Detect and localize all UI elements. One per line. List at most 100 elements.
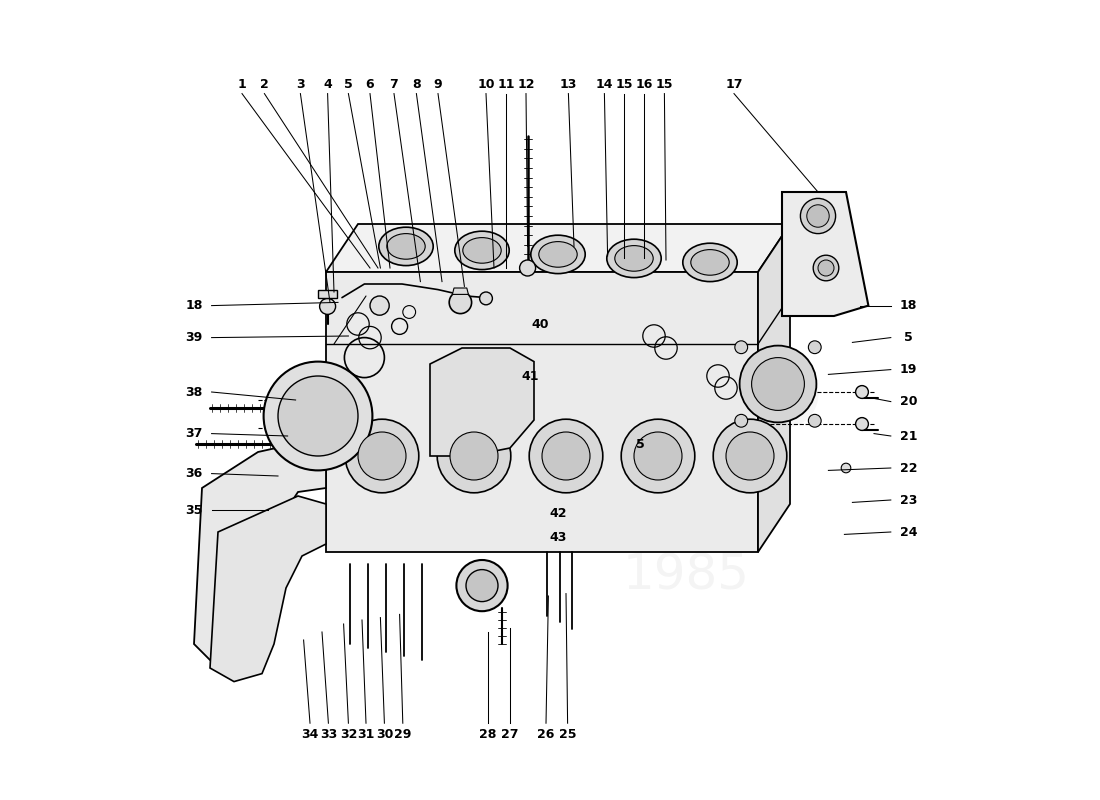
Text: 23: 23 <box>900 494 917 506</box>
Text: 6: 6 <box>365 78 374 90</box>
Text: 34: 34 <box>301 728 319 741</box>
Ellipse shape <box>607 239 661 278</box>
Text: 16: 16 <box>636 78 653 90</box>
Circle shape <box>726 432 774 480</box>
Text: 18: 18 <box>900 299 917 312</box>
Text: 11: 11 <box>497 78 515 90</box>
Ellipse shape <box>387 234 426 259</box>
Text: 2: 2 <box>260 78 268 90</box>
Circle shape <box>358 432 406 480</box>
Circle shape <box>529 419 603 493</box>
Text: 15: 15 <box>656 78 673 90</box>
Circle shape <box>808 341 822 354</box>
Text: 22: 22 <box>900 462 917 474</box>
Ellipse shape <box>615 246 653 271</box>
Text: 15: 15 <box>616 78 634 90</box>
Polygon shape <box>758 224 790 552</box>
Text: 21: 21 <box>900 430 917 442</box>
Text: 38: 38 <box>186 386 202 398</box>
Circle shape <box>735 414 748 427</box>
Circle shape <box>542 432 590 480</box>
Text: 9: 9 <box>433 78 442 90</box>
Ellipse shape <box>454 231 509 270</box>
Ellipse shape <box>683 243 737 282</box>
Text: 10: 10 <box>477 78 495 90</box>
Text: 12: 12 <box>517 78 535 90</box>
Circle shape <box>713 419 786 493</box>
Circle shape <box>634 432 682 480</box>
Text: 40: 40 <box>531 318 549 330</box>
Text: 8: 8 <box>412 78 420 90</box>
Text: 5: 5 <box>344 78 353 90</box>
Circle shape <box>808 414 822 427</box>
Circle shape <box>806 205 829 227</box>
Polygon shape <box>452 288 469 294</box>
Circle shape <box>456 560 507 611</box>
Text: a passion: a passion <box>536 480 772 528</box>
Text: 30: 30 <box>376 728 393 741</box>
Circle shape <box>856 386 868 398</box>
Text: 31: 31 <box>358 728 375 741</box>
Text: 19: 19 <box>900 363 917 376</box>
Text: 5: 5 <box>904 331 913 344</box>
Polygon shape <box>430 348 534 456</box>
Text: 32: 32 <box>340 728 358 741</box>
Polygon shape <box>326 272 758 552</box>
Text: 1: 1 <box>238 78 246 90</box>
Text: 43: 43 <box>549 531 566 544</box>
Circle shape <box>519 260 536 276</box>
Text: 20: 20 <box>900 395 917 408</box>
Text: euro: euro <box>565 351 823 449</box>
Circle shape <box>751 358 804 410</box>
Text: 26: 26 <box>537 728 554 741</box>
Text: 24: 24 <box>900 526 917 538</box>
Text: 1985: 1985 <box>623 552 749 600</box>
Circle shape <box>842 463 850 473</box>
Polygon shape <box>782 192 868 316</box>
Ellipse shape <box>378 227 433 266</box>
Text: 25: 25 <box>559 728 576 741</box>
Text: 28: 28 <box>478 728 496 741</box>
Circle shape <box>437 419 510 493</box>
Circle shape <box>449 291 472 314</box>
Circle shape <box>320 298 336 314</box>
Text: 3: 3 <box>296 78 305 90</box>
Polygon shape <box>210 496 326 682</box>
Text: 13: 13 <box>560 78 578 90</box>
Text: 7: 7 <box>389 78 398 90</box>
Ellipse shape <box>463 238 502 263</box>
Circle shape <box>264 362 373 470</box>
Circle shape <box>801 198 836 234</box>
Text: 5: 5 <box>636 438 645 450</box>
Circle shape <box>739 346 816 422</box>
Text: 41: 41 <box>521 370 539 382</box>
Circle shape <box>813 255 839 281</box>
Circle shape <box>818 260 834 276</box>
Polygon shape <box>318 290 338 298</box>
Text: 29: 29 <box>394 728 411 741</box>
Text: 35: 35 <box>185 504 202 517</box>
Circle shape <box>370 296 389 315</box>
Text: 36: 36 <box>186 467 202 480</box>
Circle shape <box>735 341 748 354</box>
Text: 33: 33 <box>320 728 337 741</box>
Text: 39: 39 <box>186 331 202 344</box>
Circle shape <box>480 292 493 305</box>
Polygon shape <box>194 444 326 660</box>
Text: 37: 37 <box>185 427 202 440</box>
Text: 18: 18 <box>185 299 202 312</box>
Text: 27: 27 <box>502 728 519 741</box>
Ellipse shape <box>531 235 585 274</box>
Ellipse shape <box>539 242 578 267</box>
Circle shape <box>621 419 695 493</box>
Text: 42: 42 <box>549 507 566 520</box>
Text: 17: 17 <box>725 78 742 90</box>
Circle shape <box>450 432 498 480</box>
Ellipse shape <box>691 250 729 275</box>
Circle shape <box>345 419 419 493</box>
Text: 14: 14 <box>596 78 613 90</box>
Circle shape <box>278 376 358 456</box>
Circle shape <box>466 570 498 602</box>
Text: 4: 4 <box>323 78 332 90</box>
Polygon shape <box>326 224 790 272</box>
